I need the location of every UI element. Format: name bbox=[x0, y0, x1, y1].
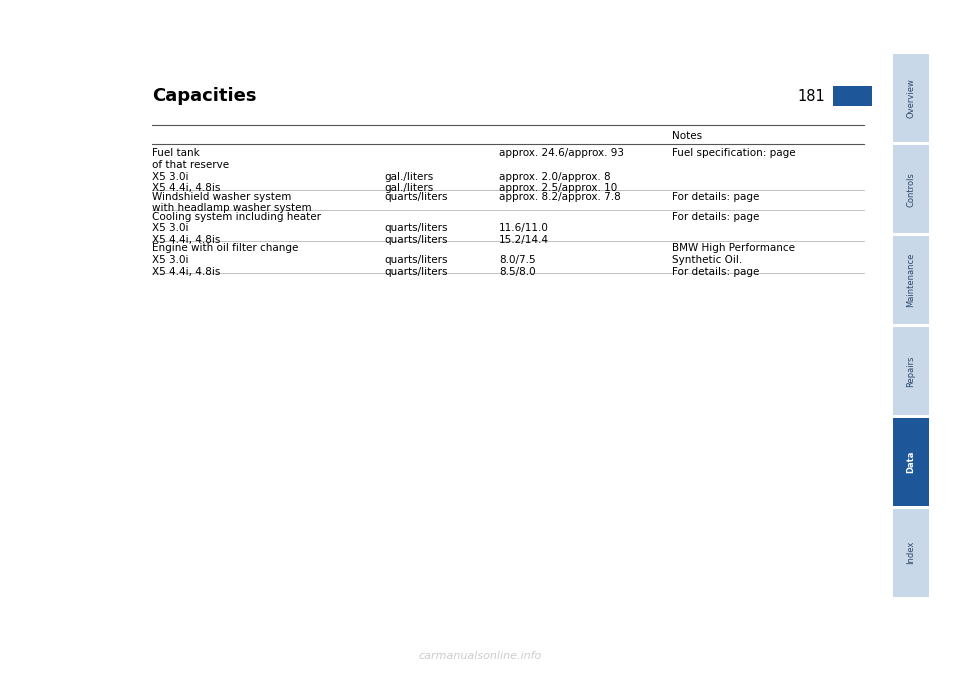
Text: 8.0/7.5: 8.0/7.5 bbox=[499, 255, 536, 265]
Text: approx. 24.6/approx. 93: approx. 24.6/approx. 93 bbox=[499, 148, 624, 158]
Bar bbox=[893, 327, 929, 415]
Text: Overview: Overview bbox=[906, 79, 916, 118]
Text: Windshield washer system: Windshield washer system bbox=[152, 191, 291, 201]
Text: X5 3.0i: X5 3.0i bbox=[152, 255, 188, 265]
Text: Data: Data bbox=[906, 450, 916, 473]
Bar bbox=[833, 86, 872, 106]
Text: Synthetic Oil.: Synthetic Oil. bbox=[672, 255, 742, 265]
Text: X5 4.4i, 4.8is: X5 4.4i, 4.8is bbox=[152, 183, 220, 193]
Text: with headlamp washer system: with headlamp washer system bbox=[152, 203, 311, 214]
Text: Maintenance: Maintenance bbox=[906, 253, 916, 307]
Text: approx. 2.5/approx. 10: approx. 2.5/approx. 10 bbox=[499, 183, 617, 193]
Bar bbox=[893, 418, 929, 506]
Text: gal./liters: gal./liters bbox=[384, 172, 433, 182]
Text: carmanualsonline.info: carmanualsonline.info bbox=[419, 651, 541, 661]
Bar bbox=[893, 508, 929, 597]
Text: Engine with oil filter change: Engine with oil filter change bbox=[152, 243, 298, 254]
Text: quarts/liters: quarts/liters bbox=[384, 191, 447, 201]
Text: quarts/liters: quarts/liters bbox=[384, 235, 447, 245]
Text: For details: page: For details: page bbox=[672, 267, 762, 277]
Text: Notes: Notes bbox=[672, 131, 702, 140]
Text: X5 3.0i: X5 3.0i bbox=[152, 172, 188, 182]
Text: Fuel specification: page: Fuel specification: page bbox=[672, 148, 799, 158]
Text: approx. 8.2/approx. 7.8: approx. 8.2/approx. 7.8 bbox=[499, 191, 621, 201]
Text: 181: 181 bbox=[798, 89, 826, 104]
Text: Fuel tank: Fuel tank bbox=[152, 148, 200, 158]
Text: of that reserve: of that reserve bbox=[152, 159, 228, 170]
Text: For details: page: For details: page bbox=[672, 191, 762, 201]
Text: approx. 2.0/approx. 8: approx. 2.0/approx. 8 bbox=[499, 172, 611, 182]
Text: 15.2/14.4: 15.2/14.4 bbox=[499, 235, 549, 245]
Bar bbox=[893, 54, 929, 142]
Text: BMW High Performance: BMW High Performance bbox=[672, 243, 795, 254]
Text: X5 3.0i: X5 3.0i bbox=[152, 223, 188, 233]
Text: quarts/liters: quarts/liters bbox=[384, 255, 447, 265]
Text: Repairs: Repairs bbox=[906, 355, 916, 386]
Text: 11.6/11.0: 11.6/11.0 bbox=[499, 223, 549, 233]
Bar bbox=[893, 236, 929, 324]
Text: Capacities: Capacities bbox=[152, 87, 256, 105]
Text: gal./liters: gal./liters bbox=[384, 183, 433, 193]
Text: X5 4.4i, 4.8is: X5 4.4i, 4.8is bbox=[152, 235, 220, 245]
Bar bbox=[893, 145, 929, 233]
Text: Index: Index bbox=[906, 541, 916, 564]
Text: Controls: Controls bbox=[906, 172, 916, 207]
Text: For details: page: For details: page bbox=[672, 212, 762, 222]
Text: Cooling system including heater: Cooling system including heater bbox=[152, 212, 321, 222]
Text: X5 4.4i, 4.8is: X5 4.4i, 4.8is bbox=[152, 267, 220, 277]
Text: quarts/liters: quarts/liters bbox=[384, 223, 447, 233]
Text: quarts/liters: quarts/liters bbox=[384, 267, 447, 277]
Text: 8.5/8.0: 8.5/8.0 bbox=[499, 267, 536, 277]
